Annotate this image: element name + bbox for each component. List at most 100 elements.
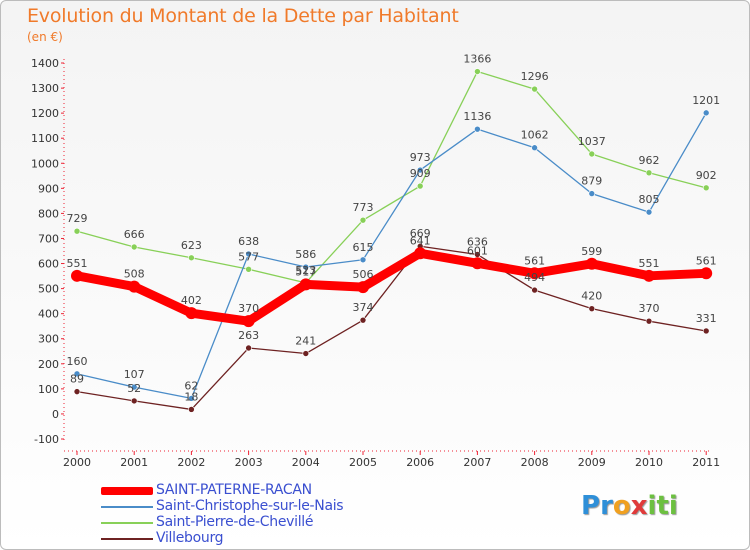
data-point <box>73 370 81 378</box>
series-line-0 <box>72 248 711 326</box>
data-point <box>357 281 369 294</box>
data-label: 601 <box>467 244 488 257</box>
data-point <box>645 317 653 325</box>
data-point <box>188 395 195 402</box>
data-label: 615 <box>353 241 374 254</box>
data-label: 506 <box>353 268 374 281</box>
data-label: 805 <box>639 193 660 206</box>
data-label: 374 <box>353 301 374 314</box>
x-tick-label: 2011 <box>692 456 720 469</box>
data-label: 962 <box>639 154 660 167</box>
x-tick-label: 2008 <box>521 456 549 469</box>
y-tick-label: 400 <box>38 308 59 321</box>
data-point <box>702 184 710 192</box>
data-label: 1201 <box>692 94 720 107</box>
data-point <box>188 406 195 413</box>
x-tick-label: 2004 <box>292 456 320 469</box>
data-label: 773 <box>353 201 374 214</box>
legend-swatch <box>101 522 153 524</box>
logo-letter: r <box>600 491 613 521</box>
data-point <box>643 269 655 282</box>
data-point <box>414 247 427 260</box>
legend-swatch <box>101 506 153 508</box>
data-point <box>299 278 312 291</box>
x-tick-label: 2001 <box>120 456 148 469</box>
data-label: 1136 <box>463 110 491 123</box>
y-tick-label: 1100 <box>31 132 59 145</box>
data-point <box>531 85 538 93</box>
data-label: 586 <box>295 248 316 261</box>
data-point <box>700 267 713 280</box>
data-label: 551 <box>639 257 660 270</box>
data-label: 623 <box>181 239 202 252</box>
data-label: 729 <box>67 212 88 225</box>
data-point <box>242 315 255 328</box>
data-label: 599 <box>581 245 602 258</box>
data-label: 1296 <box>521 70 549 83</box>
data-point <box>130 397 138 405</box>
y-tick-label: 0 <box>52 408 59 421</box>
x-tick-label: 2002 <box>177 456 205 469</box>
series-points <box>71 68 713 413</box>
data-label: 420 <box>581 290 602 303</box>
data-point <box>128 280 141 293</box>
data-label: 523 <box>295 264 316 277</box>
data-point <box>702 109 710 117</box>
data-label: 879 <box>581 175 602 188</box>
data-point <box>302 263 310 271</box>
y-tick-label: 300 <box>38 333 59 346</box>
data-point <box>245 250 252 258</box>
data-point <box>588 190 596 197</box>
y-tick-label: 1300 <box>31 82 59 95</box>
data-point <box>71 269 83 282</box>
logo-letter: t <box>656 491 669 521</box>
series-line-1 <box>76 112 707 400</box>
series-line-3 <box>76 245 707 411</box>
chart-title: Evolution du Montant de la Dette par Hab… <box>27 5 459 27</box>
data-label: 402 <box>181 294 202 307</box>
logo-letter: P <box>581 491 601 521</box>
data-label: 1366 <box>463 53 491 66</box>
data-label: 331 <box>696 312 717 325</box>
y-tick-label: 200 <box>38 358 59 371</box>
data-label: 494 <box>524 271 545 284</box>
data-point <box>416 166 424 174</box>
data-point <box>73 227 81 235</box>
data-label: 1062 <box>521 129 549 142</box>
data-label: 107 <box>124 368 145 381</box>
y-tick-label: 100 <box>38 383 59 396</box>
data-point <box>588 305 596 312</box>
data-label: 561 <box>696 254 717 267</box>
data-label: 62 <box>184 379 198 392</box>
data-point <box>531 144 538 152</box>
logo-letter: x <box>630 491 648 521</box>
data-point <box>302 350 310 357</box>
data-point <box>73 388 81 395</box>
data-label: 909 <box>410 167 431 180</box>
y-tick-label: 1000 <box>31 157 59 170</box>
data-point <box>130 243 138 251</box>
data-point <box>188 254 195 262</box>
data-point <box>588 150 596 158</box>
logo-letter: i <box>668 491 678 521</box>
data-point <box>416 182 424 190</box>
data-label: 666 <box>124 228 145 241</box>
data-label: 641 <box>410 234 431 247</box>
proxiti-logo: Proxiti <box>581 491 678 521</box>
legend-swatch <box>101 538 153 540</box>
x-tick-label: 2007 <box>463 456 491 469</box>
logo-letter: o <box>612 491 631 521</box>
data-point <box>245 344 252 352</box>
data-point <box>585 257 598 270</box>
y-tick-label: 700 <box>38 232 59 245</box>
data-label: 517 <box>295 265 316 278</box>
data-label: 52 <box>127 382 141 395</box>
y-tick-label: -100 <box>34 433 59 446</box>
y-tick-label: 1400 <box>31 57 59 70</box>
data-point <box>359 316 367 324</box>
data-label: 902 <box>696 169 717 182</box>
legend-label: Villebourg <box>156 530 224 546</box>
data-point <box>359 256 367 264</box>
data-point <box>130 383 138 391</box>
y-tick-label: 800 <box>38 207 59 220</box>
